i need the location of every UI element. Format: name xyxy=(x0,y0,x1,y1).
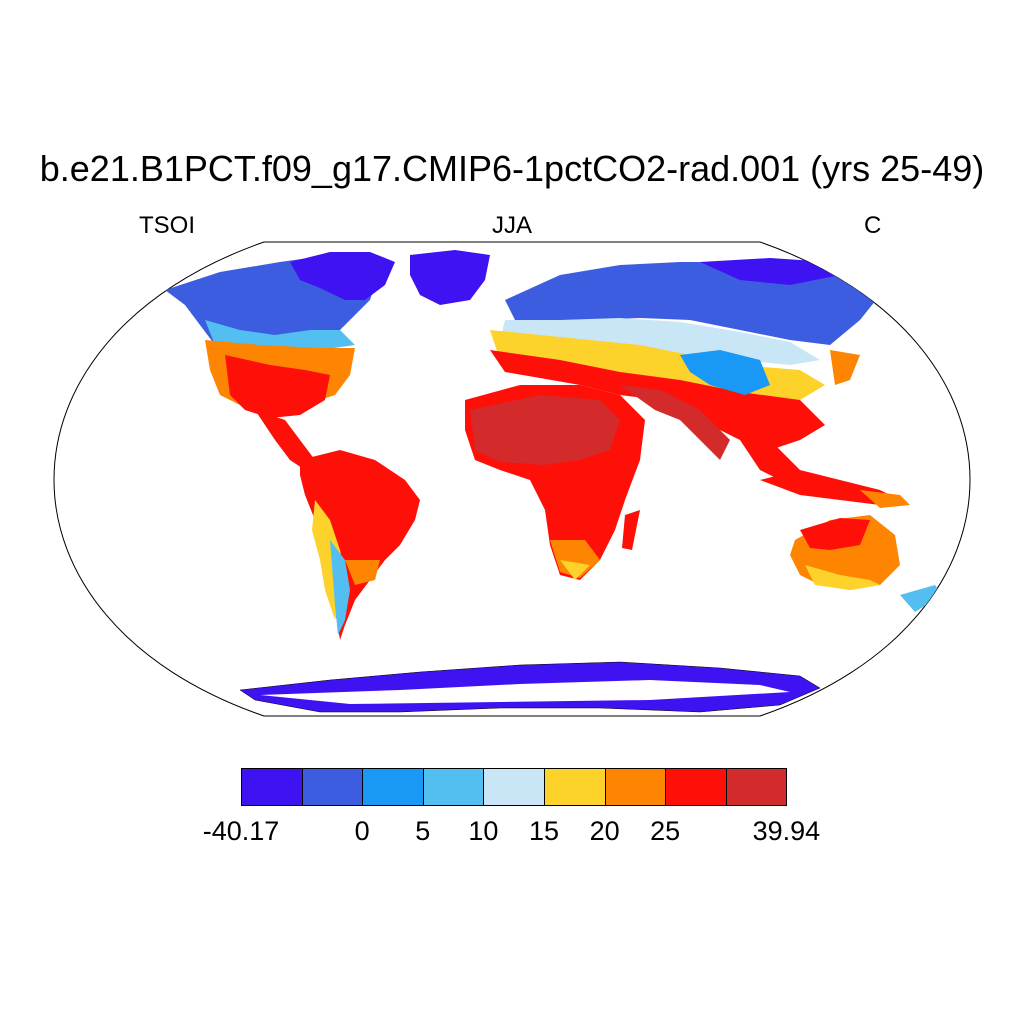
units-label: C xyxy=(864,212,882,239)
eurasia-landmass xyxy=(490,258,880,480)
africa-landmass xyxy=(465,385,645,580)
colorbar-tick-label: 10 xyxy=(468,816,499,846)
colorbar-tick-label: 20 xyxy=(589,816,620,846)
colorbar-swatch xyxy=(483,768,545,806)
colorbar-tick-label: 15 xyxy=(528,816,560,846)
colorbar-swatch xyxy=(362,768,424,806)
colorbar-swatch xyxy=(604,768,667,806)
colorbar-swatch xyxy=(725,768,788,806)
colorbar-tick-label: 0 xyxy=(354,816,370,846)
colorbar-tick-label: 39.94 xyxy=(752,816,821,846)
variable-label: TSOI xyxy=(139,212,196,239)
season-label: JJA xyxy=(491,212,532,239)
colorbar-swatch xyxy=(301,768,364,806)
colorbar-tick-label: 25 xyxy=(650,816,681,846)
colorbar-swatch xyxy=(241,768,303,806)
maritime-asia-landmass xyxy=(760,470,910,508)
colorbar-swatch xyxy=(422,768,485,806)
colorbar-swatch xyxy=(665,768,727,806)
australia-landmass xyxy=(790,515,942,612)
colorbar-tick-label: -40.17 xyxy=(202,816,280,846)
colorbar-swatch xyxy=(544,768,606,806)
colorbar-tick-label: 5 xyxy=(415,816,431,846)
north-america-landmass xyxy=(165,250,490,470)
south-america-landmass xyxy=(300,450,420,640)
plot-title: b.e21.B1PCT.f09_g17.CMIP6-1pctCO2-rad.00… xyxy=(39,148,985,189)
